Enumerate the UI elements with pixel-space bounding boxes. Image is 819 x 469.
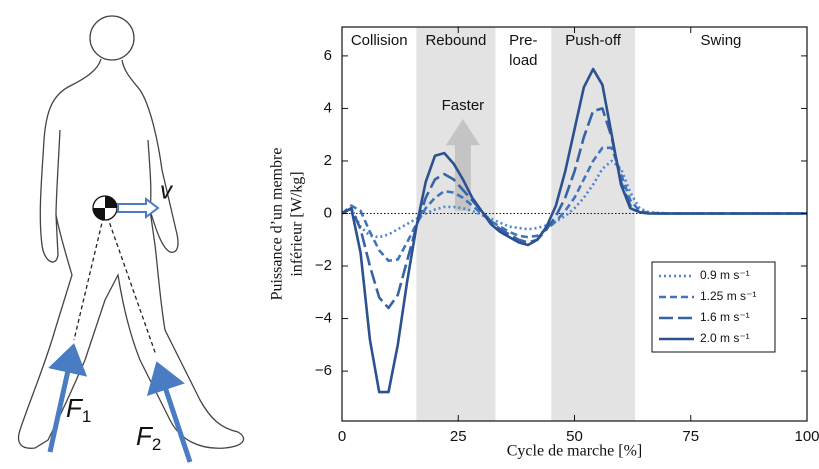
series-line [341,159,807,239]
force-arrow [47,343,88,453]
legend-box [651,261,776,353]
legend-label: 0.9 m s⁻¹ [700,268,750,282]
chart: Collision Rebound Pre-load Push-off Swing Fas… [269,26,819,460]
force-symbol: F [66,393,84,423]
head [89,15,135,61]
phase-label: Rebound [425,32,486,49]
y-axis-label: Puissance d’un membre [269,148,286,301]
y-axis-label: inférieur [W/kg] [289,171,306,276]
series-line [341,67,807,394]
leg-line [104,209,157,356]
annotation: Faster [442,97,485,114]
phase-label: Collision [351,32,408,49]
faster-arrow [445,118,480,211]
phase-band [551,27,635,421]
x-tick-label: 25 [450,428,467,445]
phase-label: Pre- [509,32,537,49]
y-tick-label: 4 [324,99,332,116]
walker-illustration [17,15,245,463]
body-outline [17,58,245,449]
force-symbol: F [136,421,154,451]
velocity-arrow [117,197,160,219]
phase-band [416,27,496,421]
legend-label: 1.6 m s⁻¹ [700,310,750,324]
x-axis-label: Cycle de marche [%] [507,443,642,460]
y-tick-label: −2 [315,257,332,274]
y-tick-label: −4 [315,310,332,327]
y-tick-label: −6 [315,362,332,379]
y-tick-label: 6 [324,47,332,64]
force-subscript: 1 [82,407,91,426]
force-arrow [146,361,193,463]
x-tick-label: 75 [682,428,699,445]
velocity-label: v [160,177,174,204]
x-tick-label: 50 [566,428,583,445]
force-label: F1 [66,393,91,427]
legend-label: 1.25 m s⁻¹ [700,289,756,303]
center-of-mass-fill [93,196,117,220]
y-tick-label: 0 [324,204,332,221]
y-tick-label: 2 [324,152,332,169]
leg-line [73,209,106,341]
phase-label: Push-off [565,32,621,49]
series-line [341,146,807,263]
phase-label: Swing [701,32,742,49]
legend-label: 2.0 m s⁻¹ [700,331,750,345]
force-label: F2 [136,421,161,455]
x-tick-label: 0 [338,428,346,445]
force-subscript: 2 [152,435,161,454]
x-tick-label: 100 [794,428,819,445]
phase-label: load [509,52,537,69]
